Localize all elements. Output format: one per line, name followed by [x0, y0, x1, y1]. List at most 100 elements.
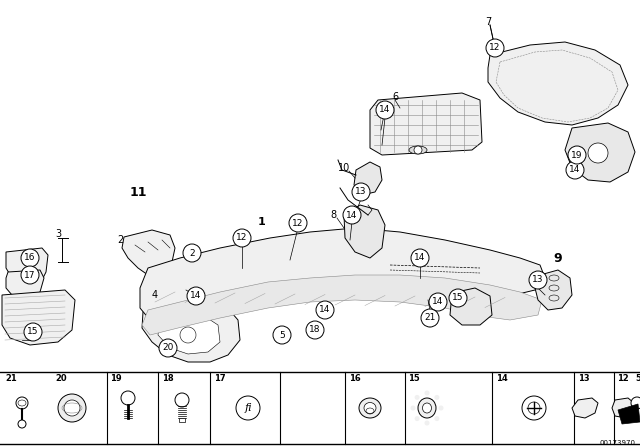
Text: 19: 19	[110, 374, 122, 383]
Polygon shape	[158, 312, 220, 354]
Ellipse shape	[364, 402, 376, 414]
Circle shape	[289, 214, 307, 232]
Text: 00173970: 00173970	[599, 440, 635, 446]
Text: 6: 6	[392, 92, 398, 102]
Text: 17: 17	[214, 374, 226, 383]
Text: 12: 12	[490, 43, 500, 52]
Text: 10: 10	[338, 163, 350, 173]
Circle shape	[435, 395, 440, 400]
Circle shape	[306, 321, 324, 339]
Text: 12: 12	[236, 233, 248, 242]
Text: 2: 2	[189, 249, 195, 258]
Circle shape	[58, 394, 86, 422]
Bar	[179, 418, 185, 422]
Polygon shape	[450, 288, 492, 325]
Text: 14: 14	[432, 297, 444, 306]
Polygon shape	[612, 398, 634, 418]
Text: 20: 20	[55, 374, 67, 383]
Circle shape	[429, 293, 447, 311]
Circle shape	[449, 289, 467, 307]
Circle shape	[187, 287, 205, 305]
Polygon shape	[370, 93, 482, 155]
Polygon shape	[6, 248, 48, 282]
Circle shape	[410, 405, 415, 410]
Text: 12: 12	[292, 219, 304, 228]
Polygon shape	[6, 270, 44, 298]
Ellipse shape	[359, 398, 381, 418]
Text: 21: 21	[424, 314, 436, 323]
Text: 20: 20	[163, 344, 173, 353]
Text: 5: 5	[279, 331, 285, 340]
Circle shape	[21, 249, 39, 267]
Circle shape	[64, 400, 80, 416]
Text: 21: 21	[5, 374, 17, 383]
Polygon shape	[344, 205, 385, 258]
Text: 2: 2	[117, 235, 123, 245]
Circle shape	[175, 393, 189, 407]
Polygon shape	[488, 42, 628, 125]
Text: 3: 3	[55, 229, 61, 239]
Text: 14: 14	[414, 254, 426, 263]
Ellipse shape	[422, 403, 431, 413]
Ellipse shape	[409, 146, 427, 154]
Text: 17: 17	[24, 271, 36, 280]
Circle shape	[21, 266, 39, 284]
Polygon shape	[535, 270, 572, 310]
Circle shape	[180, 327, 196, 343]
Circle shape	[588, 143, 608, 163]
Text: 15: 15	[28, 327, 39, 336]
Circle shape	[528, 402, 540, 414]
Text: 19: 19	[572, 151, 583, 159]
Text: 14: 14	[190, 292, 202, 301]
Circle shape	[415, 416, 420, 421]
Circle shape	[424, 421, 429, 426]
Circle shape	[415, 395, 420, 400]
Text: 13: 13	[578, 374, 589, 383]
Circle shape	[352, 183, 370, 201]
Text: 13: 13	[355, 188, 367, 197]
Polygon shape	[572, 398, 598, 418]
Text: 5: 5	[635, 374, 640, 383]
Polygon shape	[122, 230, 175, 275]
Text: 16: 16	[349, 374, 361, 383]
Polygon shape	[140, 228, 545, 320]
Circle shape	[24, 323, 42, 341]
Polygon shape	[142, 275, 542, 335]
Text: 14: 14	[319, 306, 331, 314]
Circle shape	[411, 249, 429, 267]
Circle shape	[566, 161, 584, 179]
Text: 1: 1	[258, 217, 266, 227]
Text: 14: 14	[380, 105, 390, 115]
Circle shape	[424, 391, 429, 396]
Circle shape	[568, 146, 586, 164]
Circle shape	[233, 229, 251, 247]
Circle shape	[343, 206, 361, 224]
Text: 12: 12	[617, 374, 628, 383]
Circle shape	[16, 397, 28, 409]
Text: 13: 13	[532, 276, 544, 284]
Polygon shape	[178, 285, 218, 312]
Text: 7: 7	[485, 17, 491, 27]
Circle shape	[529, 271, 547, 289]
Text: 14: 14	[570, 165, 580, 175]
Circle shape	[376, 101, 394, 119]
Polygon shape	[354, 162, 382, 195]
Circle shape	[438, 405, 444, 410]
Ellipse shape	[418, 398, 436, 418]
Text: 18: 18	[162, 374, 173, 383]
Text: 18: 18	[309, 326, 321, 335]
Text: 11: 11	[129, 185, 147, 198]
Text: 8: 8	[330, 210, 336, 220]
Polygon shape	[142, 298, 240, 362]
Circle shape	[522, 396, 546, 420]
Text: 14: 14	[346, 211, 358, 220]
Text: 4: 4	[152, 290, 158, 300]
Polygon shape	[618, 404, 640, 424]
Text: 15: 15	[408, 374, 420, 383]
Circle shape	[159, 339, 177, 357]
Circle shape	[486, 39, 504, 57]
Text: 16: 16	[24, 254, 36, 263]
Text: fi: fi	[244, 403, 252, 413]
Circle shape	[18, 420, 26, 428]
Circle shape	[631, 397, 640, 409]
